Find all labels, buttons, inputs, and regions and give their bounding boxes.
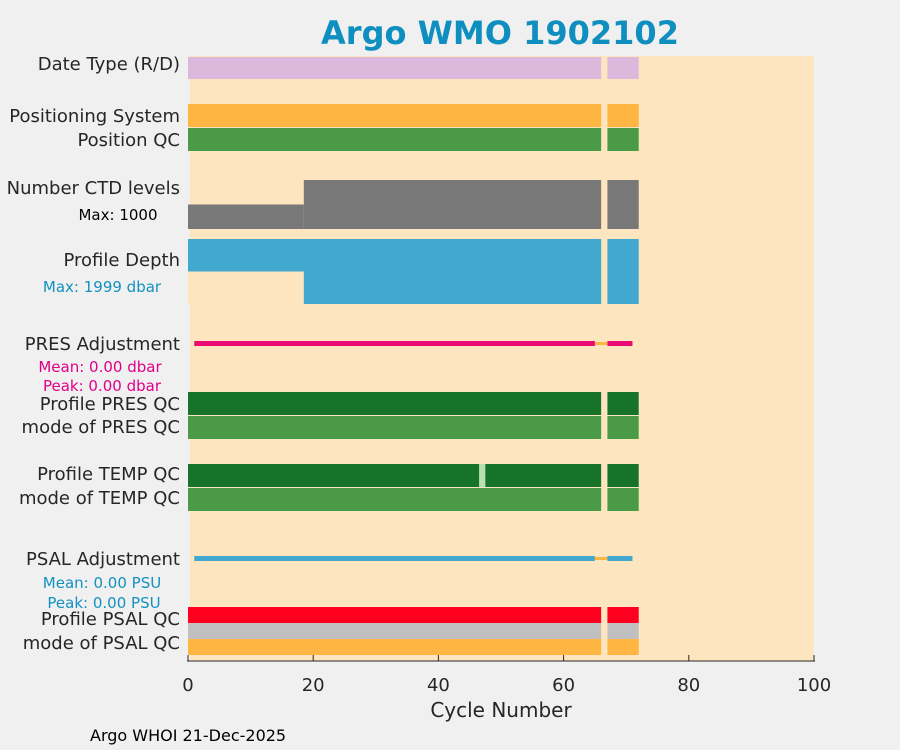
pres-mean-annotation: Mean: 0.00 dbar bbox=[38, 358, 162, 376]
footer-credit: Argo WHOI 21-Dec-2025 bbox=[90, 726, 286, 745]
mode-psal-qc-gray-bar-seg2 bbox=[607, 623, 639, 639]
x-tick-label: 40 bbox=[427, 675, 450, 696]
row-label-mode-temp-qc: mode of TEMP QC bbox=[19, 488, 180, 509]
mode-psal-qc-orange-bar-seg1 bbox=[188, 639, 602, 655]
ctd-levels-bar-mid bbox=[303, 180, 602, 229]
mode-pres-qc-bar-seg1 bbox=[188, 416, 602, 439]
x-ticks: 0 20 40 60 80 100 bbox=[182, 655, 831, 696]
profile-temp-qc-bar-seg1 bbox=[188, 464, 602, 487]
x-tick-label: 0 bbox=[182, 675, 193, 696]
psal-adjustment-gap bbox=[594, 557, 608, 560]
row-label-ctd-levels: Number CTD levels bbox=[7, 178, 180, 199]
psal-peak-annotation: Peak: 0.00 PSU bbox=[47, 594, 160, 612]
chart-title: Argo WMO 1902102 bbox=[321, 14, 679, 52]
annotations: Max: 1000 Max: 1999 dbar Mean: 0.00 dbar… bbox=[38, 206, 162, 612]
profile-depth-bar-early-cut bbox=[188, 271, 304, 304]
profile-temp-qc-bar-seg2 bbox=[607, 464, 639, 487]
position-qc-bar-seg1 bbox=[188, 128, 602, 151]
row-label-pres-adjustment: PRES Adjustment bbox=[25, 334, 180, 355]
mode-temp-qc-bar-seg1 bbox=[188, 488, 602, 511]
x-axis-label: Cycle Number bbox=[430, 698, 572, 722]
pres-adjustment-gap bbox=[594, 342, 608, 345]
row-label-profile-pres-qc: Profile PRES QC bbox=[40, 394, 180, 415]
positioning-system-bar-seg1 bbox=[188, 104, 602, 127]
mode-pres-qc-bar-seg2 bbox=[607, 416, 639, 439]
mode-psal-qc-orange-bar-seg2 bbox=[607, 639, 639, 655]
profile-pres-qc-bar-seg2 bbox=[607, 392, 639, 415]
row-label-profile-psal-qc: Profile PSAL QC bbox=[41, 609, 180, 630]
row-label-mode-psal-qc: mode of PSAL QC bbox=[23, 633, 180, 654]
x-axis: 0 20 40 60 80 100 Cycle Number bbox=[182, 655, 831, 722]
profile-pres-qc-bar-seg1 bbox=[188, 392, 602, 415]
data-bars bbox=[188, 57, 639, 655]
x-tick-label: 60 bbox=[552, 675, 575, 696]
ctd-max-annotation: Max: 1000 bbox=[78, 206, 157, 224]
pres-peak-annotation: Peak: 0.00 dbar bbox=[43, 377, 162, 395]
row-label-positioning-system: Positioning System bbox=[9, 106, 180, 127]
psal-adjustment-line-1 bbox=[194, 556, 595, 561]
row-label-psal-adjustment: PSAL Adjustment bbox=[26, 549, 180, 570]
date-type-bar-seg2 bbox=[607, 57, 639, 79]
profile-psal-qc-bar-seg1 bbox=[188, 607, 602, 623]
row-label-position-qc: Position QC bbox=[77, 130, 180, 151]
row-labels: Date Type (R/D) Positioning System Posit… bbox=[7, 54, 180, 654]
row-label-date-type: Date Type (R/D) bbox=[38, 54, 180, 75]
row-label-profile-temp-qc: Profile TEMP QC bbox=[37, 464, 180, 485]
pres-adjustment-line-2 bbox=[607, 341, 633, 346]
ctd-levels-bar-early bbox=[188, 204, 304, 229]
depth-max-annotation: Max: 1999 dbar bbox=[43, 278, 162, 296]
x-tick-label: 20 bbox=[302, 675, 325, 696]
mode-psal-qc-gray-bar-seg1 bbox=[188, 623, 602, 639]
x-tick-label: 100 bbox=[797, 675, 831, 696]
position-qc-bar-seg2 bbox=[607, 128, 639, 151]
profile-psal-qc-bar-seg2 bbox=[607, 607, 639, 623]
x-tick-label: 80 bbox=[677, 675, 700, 696]
profile-depth-bar-late bbox=[607, 239, 639, 304]
pres-adjustment-line-1 bbox=[194, 341, 595, 346]
profile-temp-qc-flag bbox=[479, 464, 486, 487]
mode-temp-qc-bar-seg2 bbox=[607, 488, 639, 511]
psal-mean-annotation: Mean: 0.00 PSU bbox=[43, 574, 161, 592]
date-type-bar-seg1 bbox=[188, 57, 602, 79]
row-label-mode-pres-qc: mode of PRES QC bbox=[22, 417, 180, 438]
psal-adjustment-line-2 bbox=[607, 556, 633, 561]
row-label-profile-depth: Profile Depth bbox=[63, 250, 180, 271]
positioning-system-bar-seg2 bbox=[607, 104, 639, 127]
ctd-levels-bar-late bbox=[607, 180, 639, 229]
